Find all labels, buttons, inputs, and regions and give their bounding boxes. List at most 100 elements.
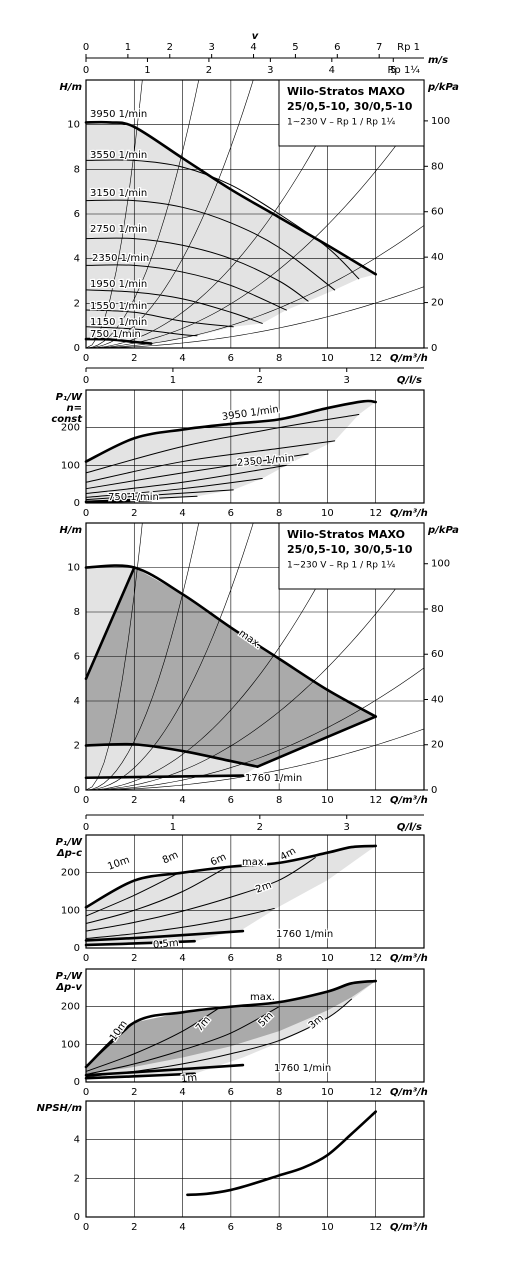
y-axis-label: Δp-v bbox=[55, 982, 82, 993]
curve bbox=[256, 715, 378, 768]
x-axis-label: Q/m³/h bbox=[390, 1222, 428, 1233]
curve bbox=[85, 413, 360, 474]
x-tick-label: 4 bbox=[179, 1222, 185, 1233]
curve bbox=[85, 159, 360, 280]
y2-tick-label: 80 bbox=[431, 604, 444, 615]
top-axis-end-label: Rp 1¼ bbox=[387, 64, 420, 76]
top-axis-tick-label: 6 bbox=[334, 42, 340, 53]
curve bbox=[85, 1007, 220, 1072]
curve-label: 10m bbox=[106, 855, 131, 873]
curve bbox=[85, 264, 287, 311]
top-axis-tick-label: 3 bbox=[344, 375, 350, 386]
x-tick-label: 4 bbox=[179, 508, 185, 519]
curve-label: 1m bbox=[181, 1073, 198, 1085]
x-tick-label: 12 bbox=[369, 953, 382, 964]
top-axis-tick-label: 4 bbox=[329, 65, 335, 76]
info-text: 25/0,5-10, 30/0,5-10 bbox=[287, 543, 413, 556]
x-axis-label: Q/m³/h bbox=[390, 1087, 428, 1098]
y2-tick-label: 80 bbox=[431, 161, 444, 172]
info-box bbox=[278, 79, 425, 147]
info-box bbox=[278, 522, 425, 590]
curve bbox=[84, 844, 378, 909]
x-tick-label: 4 bbox=[179, 953, 185, 964]
top-axis-label: Q/l/s bbox=[397, 375, 422, 386]
x-axis-label: Q/m³/h bbox=[390, 795, 428, 806]
y-tick-label: 0 bbox=[74, 785, 80, 796]
top-axis-title: v bbox=[252, 31, 259, 42]
info-text: Wilo-Stratos MAXO bbox=[287, 85, 405, 98]
top-axis-label: Q/l/s bbox=[397, 822, 422, 833]
curve bbox=[85, 289, 263, 324]
y2-tick-label: 100 bbox=[431, 559, 450, 570]
system-curve bbox=[86, 549, 424, 790]
top-axis-tick-label: 0 bbox=[83, 65, 89, 76]
x-tick-label: 2 bbox=[131, 1087, 137, 1098]
x-tick-label: 0 bbox=[83, 795, 89, 806]
curve bbox=[85, 1021, 135, 1068]
curve bbox=[186, 1110, 378, 1197]
x-tick-label: 4 bbox=[179, 353, 185, 364]
curve-label: 1760 1/min bbox=[245, 773, 302, 784]
system-curve bbox=[86, 523, 254, 790]
curve-label: 750 1/min bbox=[108, 492, 159, 503]
top-axis-tick-label: 1 bbox=[144, 65, 150, 76]
curve-label: 1760 1/min bbox=[276, 929, 333, 940]
x-tick-label: 2 bbox=[131, 795, 137, 806]
y-tick-label: 10 bbox=[67, 120, 80, 131]
y-tick-label: 0 bbox=[74, 1077, 80, 1088]
curve-label: 8m bbox=[161, 850, 180, 867]
curve-label: 2750 1/min bbox=[90, 224, 147, 235]
y-axis-label: H/m bbox=[60, 525, 82, 536]
x-tick-label: 2 bbox=[131, 353, 137, 364]
y2-tick-label: 20 bbox=[431, 298, 444, 309]
curve bbox=[85, 478, 263, 498]
y2-axis-label: p/kPa bbox=[427, 525, 459, 536]
curve-label: 1760 1/min bbox=[274, 1063, 331, 1074]
y2-tick-label: 60 bbox=[431, 649, 444, 660]
y-tick-label: 200 bbox=[61, 868, 80, 879]
x-tick-label: 8 bbox=[276, 1222, 282, 1233]
plot-frame bbox=[85, 1100, 425, 1218]
top-axis-tick-label: 1 bbox=[125, 42, 131, 53]
top-axis-tick-label: 2 bbox=[167, 42, 173, 53]
curve bbox=[85, 1006, 280, 1075]
top-axis-tick-label: 3 bbox=[208, 42, 214, 53]
curve-label: max. bbox=[242, 857, 267, 868]
curve bbox=[85, 907, 275, 940]
y2-tick-label: 0 bbox=[431, 785, 437, 796]
top-axis-tick-label: 1 bbox=[170, 375, 176, 386]
x-tick-label: 8 bbox=[276, 353, 282, 364]
y-tick-label: 8 bbox=[74, 607, 80, 618]
x-tick-label: 0 bbox=[83, 353, 89, 364]
curve-label: 1550 1/min bbox=[90, 301, 147, 312]
x-tick-label: 12 bbox=[369, 508, 382, 519]
top-axis-label: m/s bbox=[428, 55, 448, 66]
top-axis-tick-label: 3 bbox=[267, 65, 273, 76]
y2-tick-label: 60 bbox=[431, 207, 444, 218]
system-curve bbox=[86, 523, 200, 790]
y-tick-label: 10 bbox=[67, 563, 80, 574]
top-axis-tick-label: 1 bbox=[170, 822, 176, 833]
x-tick-label: 0 bbox=[83, 1222, 89, 1233]
top-axis-tick-label: 0 bbox=[83, 42, 89, 53]
info-text: 1~230 V – Rp 1 / Rp 1¼ bbox=[287, 561, 396, 571]
y2-tick-label: 20 bbox=[431, 740, 444, 751]
curve bbox=[85, 309, 234, 328]
x-tick-label: 10 bbox=[321, 353, 334, 364]
system-curve bbox=[86, 225, 424, 348]
curve bbox=[84, 337, 153, 345]
x-tick-label: 10 bbox=[321, 795, 334, 806]
x-axis-label: Q/m³/h bbox=[390, 953, 428, 964]
x-tick-label: 6 bbox=[228, 953, 234, 964]
y-tick-label: 4 bbox=[74, 1135, 80, 1146]
curve bbox=[84, 499, 153, 504]
curve-label: 3550 1/min bbox=[90, 150, 147, 161]
y-axis-label: Δp-c bbox=[56, 848, 82, 859]
plot-frame bbox=[85, 522, 425, 791]
y-axis-label: NPSH/m bbox=[37, 1103, 82, 1114]
y-tick-label: 4 bbox=[74, 696, 80, 707]
curve-label: 1150 1/min bbox=[90, 317, 147, 328]
curve-label: 2350 1/min bbox=[92, 253, 149, 264]
curve-label: 750 1/min bbox=[90, 329, 141, 340]
x-axis-label: Q/m³/h bbox=[390, 508, 428, 519]
